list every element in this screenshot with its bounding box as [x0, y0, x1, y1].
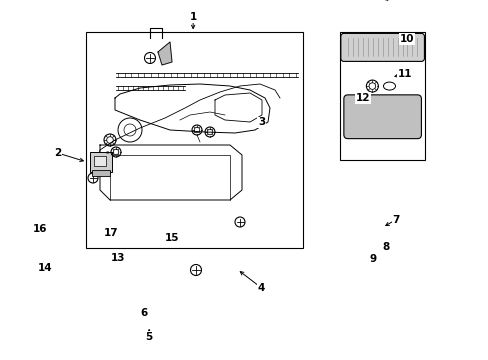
- Text: 10: 10: [399, 34, 413, 44]
- Text: 2: 2: [54, 148, 61, 158]
- FancyBboxPatch shape: [343, 95, 421, 139]
- Bar: [94, 156, 106, 166]
- Bar: [92, 170, 110, 176]
- Text: 16: 16: [33, 224, 47, 234]
- Bar: [90, 152, 112, 172]
- Text: 12: 12: [355, 93, 369, 103]
- Text: 13: 13: [111, 253, 125, 264]
- Text: 14: 14: [38, 263, 52, 273]
- Text: 5: 5: [145, 332, 152, 342]
- Text: 11: 11: [397, 69, 411, 79]
- Text: 1: 1: [189, 12, 196, 22]
- Bar: [339, 32, 425, 160]
- FancyBboxPatch shape: [340, 33, 424, 62]
- Text: 4: 4: [257, 283, 265, 293]
- Polygon shape: [158, 42, 172, 65]
- Text: 9: 9: [368, 254, 375, 264]
- Text: 3: 3: [258, 117, 264, 127]
- Bar: [85, 32, 303, 248]
- Text: 7: 7: [391, 215, 399, 225]
- Text: 15: 15: [164, 233, 179, 243]
- Text: c: c: [106, 150, 109, 155]
- Text: 17: 17: [104, 228, 119, 238]
- Text: 8: 8: [382, 242, 389, 252]
- Text: 6: 6: [141, 308, 147, 318]
- Ellipse shape: [383, 82, 395, 90]
